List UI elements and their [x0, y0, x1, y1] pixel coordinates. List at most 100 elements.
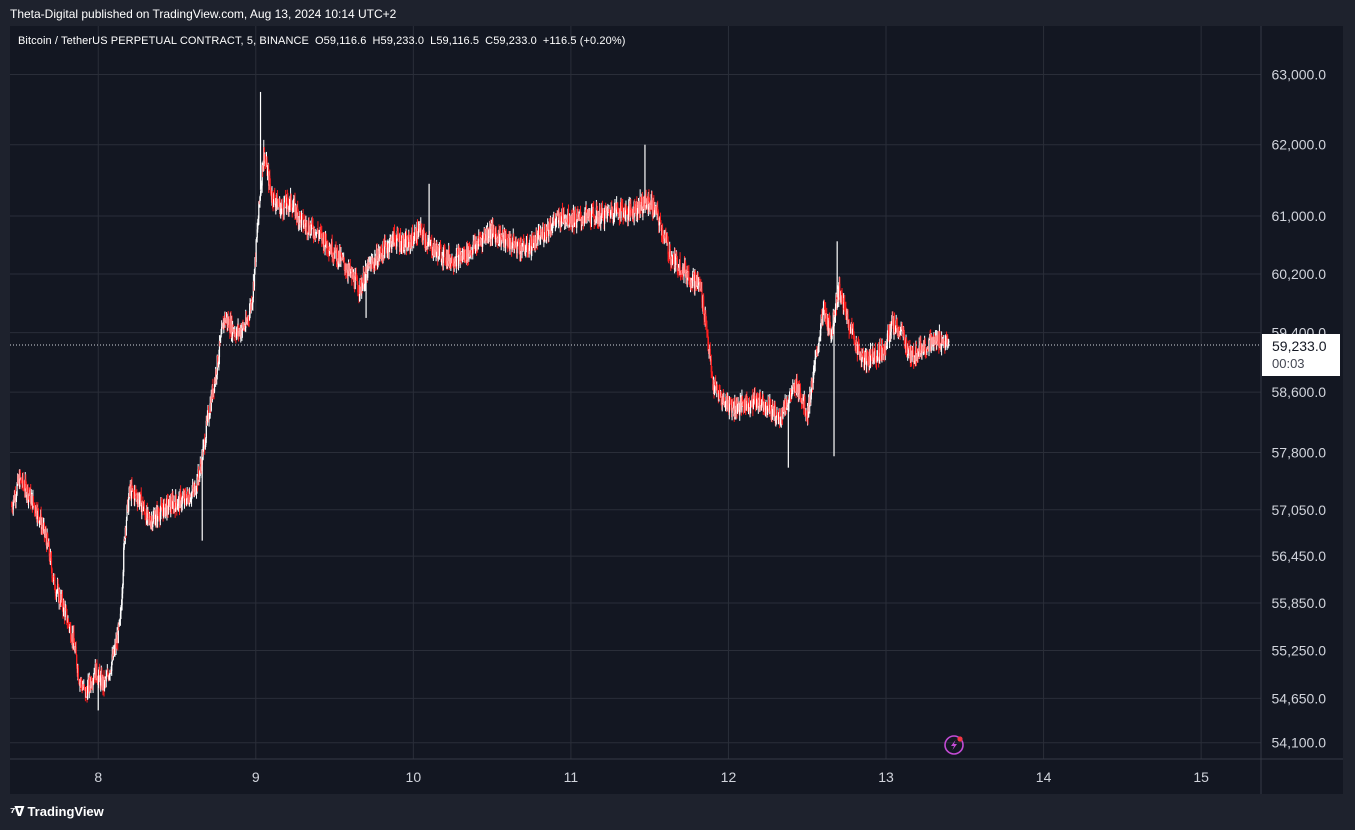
candle-body: [263, 147, 265, 164]
candle-body: [397, 230, 399, 234]
candle-body: [292, 207, 294, 213]
candle-body: [831, 329, 833, 336]
candle-body: [289, 197, 291, 205]
candle-body: [915, 346, 918, 361]
candle-body: [622, 206, 624, 213]
candle-body: [79, 681, 81, 686]
candle-body: [184, 494, 187, 501]
price-axis[interactable]: 63,000.062,000.061,000.060,200.059,400.0…: [1272, 66, 1327, 750]
candle-body: [508, 237, 510, 248]
candle-body: [633, 201, 635, 218]
candle-body: [276, 194, 279, 210]
candle-body: [777, 414, 780, 419]
candle-body: [712, 378, 714, 390]
candle-body: [600, 222, 602, 224]
candle-body: [676, 257, 678, 271]
candle-body: [648, 201, 651, 208]
candle-body: [578, 213, 580, 217]
candle-body: [71, 641, 73, 643]
candle-body: [461, 252, 463, 260]
candle-body: [701, 288, 703, 303]
candle-body: [200, 464, 202, 467]
lightning-alert-icon[interactable]: [944, 735, 964, 755]
candle-body: [93, 678, 95, 680]
candle-body: [54, 576, 56, 591]
chart-panel[interactable]: 63,000.0 62,000.0 61,000.0 60,200.0 59,400.0…: [10, 26, 1343, 794]
candle-body: [372, 260, 374, 266]
candle-body: [297, 211, 299, 224]
candle-body: [261, 165, 263, 186]
candle-body: [771, 404, 774, 415]
candle-body: [908, 350, 910, 354]
y-tick-label: 55,850.0: [1272, 595, 1327, 611]
candle-body: [306, 221, 308, 234]
candle-body: [761, 402, 763, 404]
candle-body: [595, 221, 597, 224]
candle-body: [234, 331, 236, 336]
candle-body: [208, 418, 210, 421]
candle-body: [316, 231, 318, 233]
candle-body: [370, 260, 372, 271]
candle-body: [504, 232, 507, 246]
candle-body: [822, 309, 824, 324]
time-axis[interactable]: 8 9 10 11 12 13 14 15: [94, 769, 1209, 785]
candle-body: [434, 240, 436, 250]
high-label: H: [372, 35, 381, 47]
candle-body: [732, 403, 734, 405]
price-chart[interactable]: 63,000.062,000.061,000.060,200.059,400.0…: [10, 26, 1343, 794]
y-tick-label: 60,200.0: [1272, 266, 1327, 282]
candle-body: [758, 400, 760, 403]
candle-body: [309, 225, 311, 236]
candle-body: [247, 317, 250, 320]
candle-body: [641, 197, 643, 213]
candle-body: [715, 385, 717, 391]
candle-body: [666, 239, 668, 243]
candle-body: [616, 203, 618, 208]
candle-body: [277, 203, 280, 206]
candle-body: [651, 198, 653, 212]
candle-body: [785, 400, 787, 408]
candle-body: [96, 663, 98, 679]
candle-body: [453, 263, 455, 268]
candle-body: [723, 397, 726, 407]
candle-body: [813, 365, 815, 368]
candle-body: [363, 273, 365, 288]
candle-body: [89, 678, 91, 686]
candle-body: [44, 534, 46, 535]
candle-body: [180, 492, 182, 495]
candle-body: [810, 395, 812, 403]
candle-body: [775, 417, 777, 423]
candle-body: [314, 228, 316, 237]
candle-body: [117, 624, 119, 643]
candle-body: [900, 328, 902, 330]
candle-body: [921, 351, 923, 356]
candle-body: [843, 300, 845, 303]
tradingview-brand[interactable]: ⁷ᐁ TradingView: [10, 804, 104, 820]
candle-body: [648, 193, 650, 202]
candle-body: [411, 231, 413, 248]
candle-body: [142, 501, 144, 511]
candle-body: [580, 217, 582, 224]
candle-body: [754, 400, 757, 407]
candle-body: [205, 437, 207, 445]
candle-body: [839, 283, 841, 298]
candle-body: [218, 357, 220, 363]
candle-body: [941, 336, 943, 343]
candle-body: [543, 239, 545, 241]
candle-body: [244, 326, 246, 329]
candle-body: [331, 241, 333, 258]
candle-body: [653, 200, 655, 214]
candle-body: [764, 404, 767, 410]
candle-body: [150, 521, 152, 527]
candle-body: [228, 319, 230, 331]
candle-body: [427, 242, 429, 248]
candle-body: [376, 250, 378, 267]
candle-body: [596, 207, 598, 211]
candle-body: [391, 235, 393, 245]
candle-body: [212, 388, 215, 396]
candle-body: [28, 494, 30, 496]
candle-body: [791, 391, 793, 393]
candle-body: [763, 405, 765, 411]
candle-body: [68, 625, 71, 629]
candle-body: [539, 232, 542, 239]
